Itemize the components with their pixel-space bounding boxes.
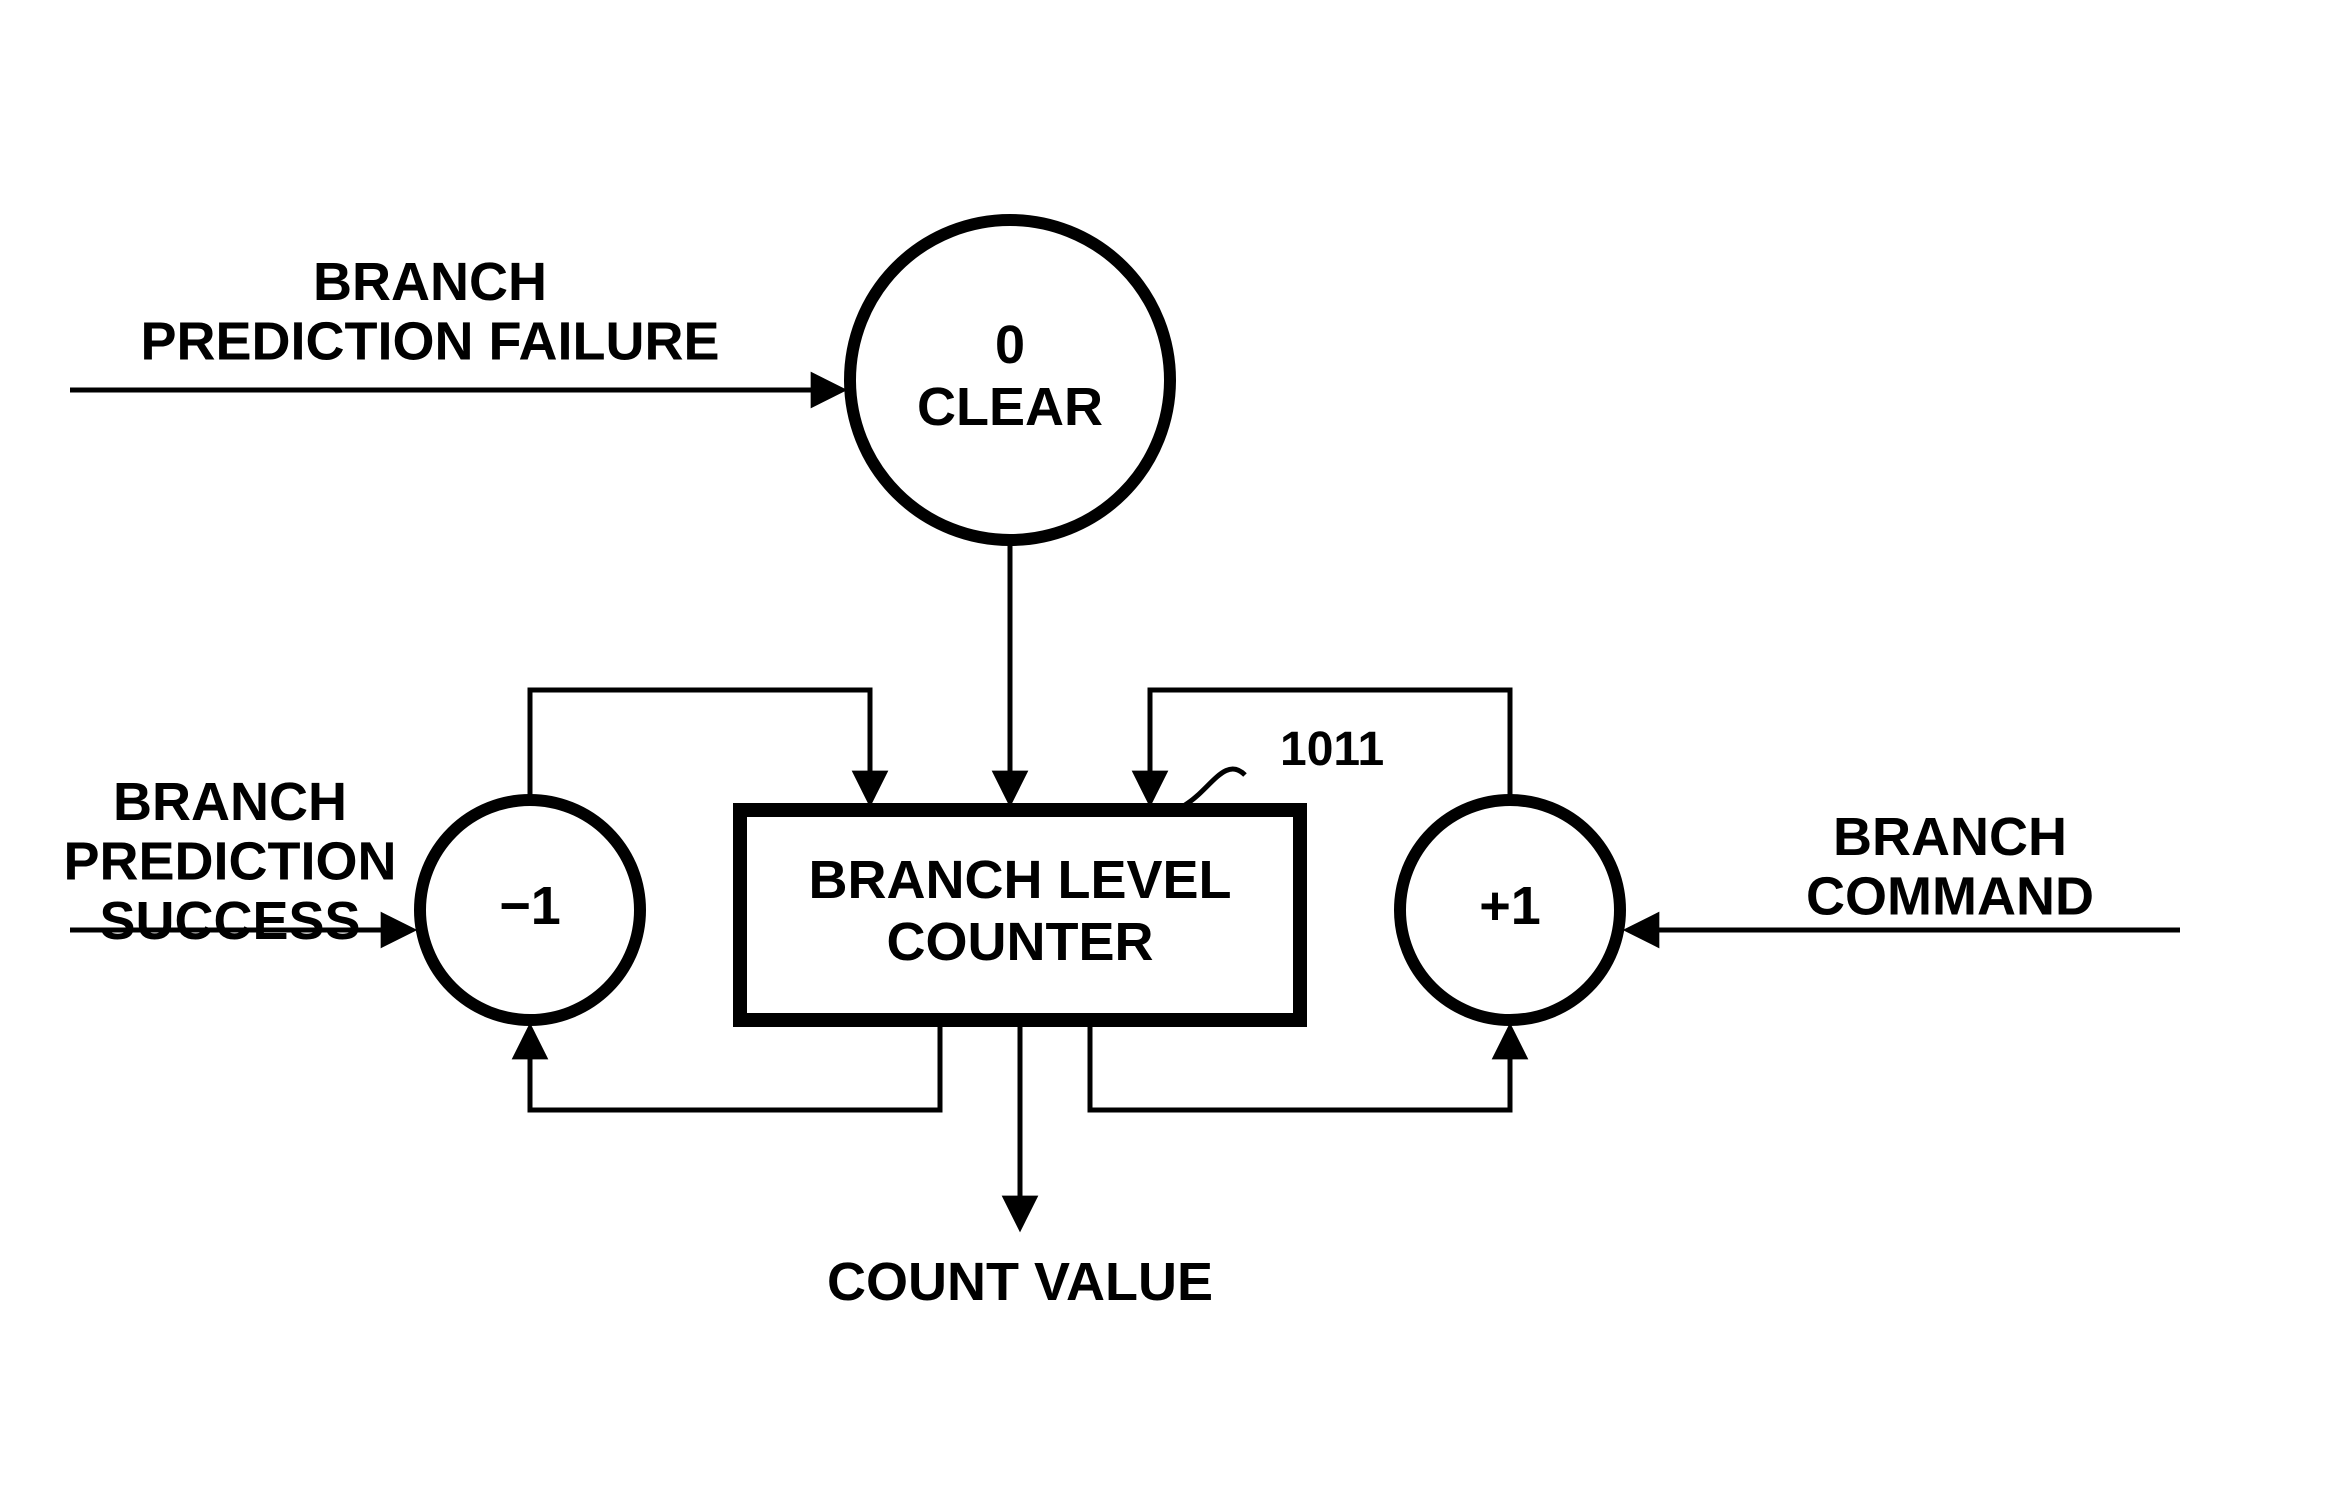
ref-designator: 1011 [1280, 723, 1384, 776]
label-failure-line-1: PREDICTION FAILURE [140, 311, 719, 371]
node-minus-label: −1 [499, 876, 561, 936]
node-clear-label-line-1: CLEAR [917, 377, 1103, 437]
node-minus-label-line-0: −1 [499, 876, 561, 936]
label-success-line-1: PREDICTION [63, 831, 396, 891]
label-success-line-0: BRANCH [113, 772, 347, 832]
edge-counter-to-plus [1090, 1020, 1510, 1110]
label-command-line-1: COMMAND [1806, 866, 2094, 926]
node-clear-label-line-0: 0 [995, 315, 1025, 375]
label-failure-line-0: BRANCH [313, 252, 547, 312]
label-command-line-0: BRANCH [1833, 807, 2067, 867]
node-counter-label-line-1: COUNTER [887, 912, 1154, 972]
node-counter-label-line-0: BRANCH LEVEL [808, 850, 1231, 910]
label-count: COUNT VALUE [827, 1252, 1213, 1312]
edge-ref-leader [1185, 769, 1245, 805]
edge-counter-to-minus [530, 1020, 940, 1110]
node-plus-label-line-0: +1 [1479, 876, 1541, 936]
label-success: BRANCHPREDICTIONSUCCESS [63, 772, 396, 951]
label-command: BRANCHCOMMAND [1806, 807, 2094, 926]
label-count-line-0: COUNT VALUE [827, 1252, 1213, 1312]
label-success-line-2: SUCCESS [99, 891, 360, 951]
label-failure: BRANCHPREDICTION FAILURE [140, 252, 719, 371]
edge-minus-to-counter [530, 690, 870, 800]
node-plus-label: +1 [1479, 876, 1541, 936]
